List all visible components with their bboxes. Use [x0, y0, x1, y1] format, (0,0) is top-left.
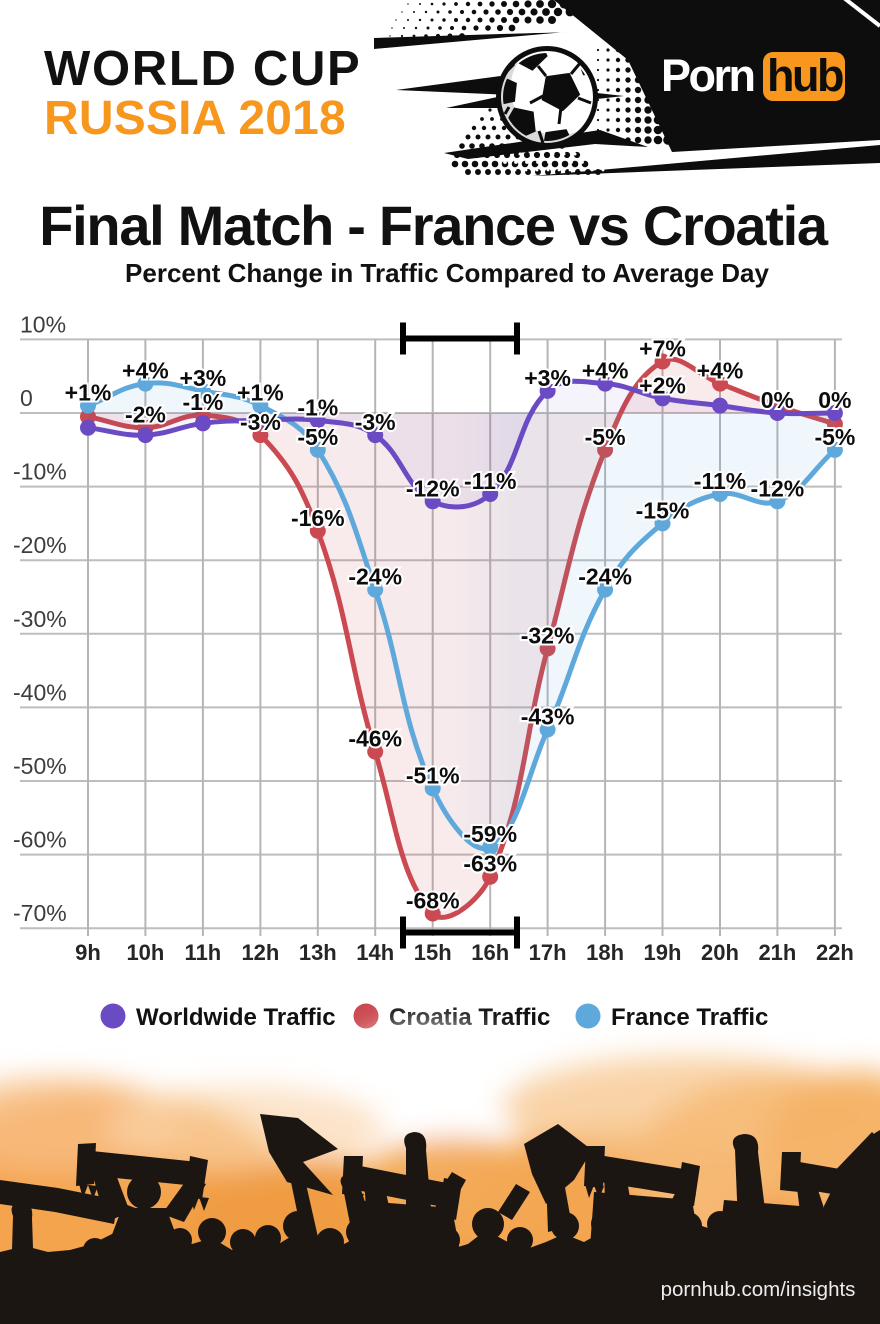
svg-text:+3%: +3%	[524, 365, 571, 391]
svg-text:22h: 22h	[816, 940, 854, 965]
svg-text:Porn: Porn	[661, 50, 754, 101]
svg-text:pornhub.com/insights: pornhub.com/insights	[661, 1278, 856, 1301]
svg-text:10h: 10h	[126, 940, 164, 965]
svg-text:10%: 10%	[20, 311, 66, 337]
svg-text:9h: 9h	[75, 940, 101, 965]
svg-text:-59%: -59%	[463, 821, 517, 847]
svg-text:-60%: -60%	[13, 827, 67, 853]
svg-text:0%: 0%	[818, 387, 851, 413]
svg-text:-3%: -3%	[355, 409, 396, 435]
svg-text:-1%: -1%	[297, 394, 338, 420]
svg-text:20h: 20h	[701, 940, 739, 965]
svg-text:0: 0	[20, 385, 33, 411]
svg-text:12h: 12h	[241, 940, 279, 965]
svg-text:-46%: -46%	[348, 726, 402, 752]
svg-text:hub: hub	[767, 50, 843, 101]
svg-text:19h: 19h	[644, 940, 682, 965]
svg-text:+7%: +7%	[639, 336, 686, 362]
svg-text:-5%: -5%	[585, 424, 626, 450]
svg-text:11h: 11h	[185, 940, 222, 965]
svg-text:-50%: -50%	[13, 753, 67, 779]
svg-text:-12%: -12%	[751, 475, 805, 501]
svg-text:-40%: -40%	[13, 679, 67, 705]
svg-text:-16%: -16%	[291, 505, 345, 531]
svg-text:-43%: -43%	[521, 704, 575, 730]
svg-text:21h: 21h	[758, 940, 796, 965]
svg-text:15h: 15h	[414, 940, 452, 965]
svg-text:Percent Change in Traffic Comp: Percent Change in Traffic Compared to Av…	[125, 258, 769, 288]
svg-text:+2%: +2%	[639, 372, 686, 398]
svg-text:-24%: -24%	[578, 564, 632, 590]
svg-text:-24%: -24%	[348, 564, 402, 590]
svg-text:-63%: -63%	[463, 851, 517, 877]
svg-text:-12%: -12%	[406, 475, 460, 501]
svg-text:France Traffic: France Traffic	[611, 1004, 768, 1031]
svg-text:-5%: -5%	[297, 424, 338, 450]
svg-text:17h: 17h	[529, 940, 567, 965]
svg-text:WORLD CUP: WORLD CUP	[44, 42, 361, 96]
svg-text:-11%: -11%	[694, 468, 746, 494]
svg-text:-70%: -70%	[13, 900, 67, 926]
svg-text:-15%: -15%	[636, 497, 690, 523]
svg-text:+3%: +3%	[180, 365, 227, 391]
svg-text:+4%: +4%	[582, 358, 629, 384]
svg-text:-20%: -20%	[13, 532, 67, 558]
svg-text:-10%: -10%	[13, 459, 67, 485]
svg-text:RUSSIA 2018: RUSSIA 2018	[44, 92, 346, 145]
svg-text:+4%: +4%	[122, 358, 169, 384]
svg-text:+4%: +4%	[697, 358, 744, 384]
svg-text:-11%: -11%	[464, 468, 516, 494]
svg-text:+1%: +1%	[65, 380, 112, 406]
svg-text:-51%: -51%	[406, 762, 460, 788]
svg-text:-30%: -30%	[13, 606, 67, 632]
svg-text:18h: 18h	[586, 940, 624, 965]
svg-text:-5%: -5%	[814, 424, 855, 450]
svg-text:16h: 16h	[471, 940, 509, 965]
svg-text:14h: 14h	[356, 940, 394, 965]
svg-text:Final Match - France vs Croati: Final Match - France vs Croatia	[39, 194, 829, 257]
svg-text:-2%: -2%	[125, 402, 166, 428]
svg-text:13h: 13h	[299, 940, 337, 965]
svg-text:-32%: -32%	[521, 623, 575, 649]
svg-text:Worldwide Traffic: Worldwide Traffic	[136, 1004, 336, 1031]
svg-text:-3%: -3%	[240, 409, 281, 435]
svg-text:+1%: +1%	[237, 380, 284, 406]
svg-text:-68%: -68%	[406, 888, 460, 914]
svg-text:-1%: -1%	[182, 389, 223, 415]
svg-text:0%: 0%	[761, 387, 794, 413]
